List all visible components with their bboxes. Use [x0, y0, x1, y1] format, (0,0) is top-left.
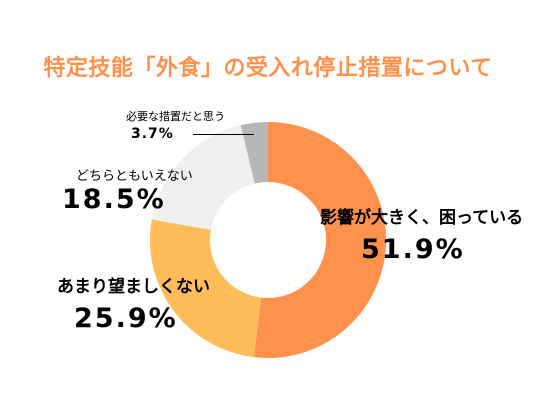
leader-line-necessary — [193, 134, 254, 135]
slice-neutral — [151, 125, 255, 230]
slice-value-not-desirable: 25.9% — [74, 303, 178, 334]
slice-label-not-desirable: あまり望ましくない — [57, 277, 210, 297]
slice-not-desirable — [150, 219, 262, 358]
chart-title: 特定技能「外食」の受入れ停止措置について — [43, 56, 493, 81]
slice-label-neutral: どちらともいえない — [76, 169, 193, 184]
slice-label-significant-impact: 影響が大きく、困っている — [320, 208, 524, 228]
slice-value-necessary: 3.7% — [131, 126, 174, 142]
slice-value-neutral: 18.5% — [62, 184, 166, 215]
slice-necessary — [240, 122, 268, 184]
slice-label-necessary: 必要な措置だと思う — [126, 110, 225, 123]
slice-value-significant-impact: 51.9% — [361, 234, 465, 265]
slice-significant-impact — [253, 122, 386, 358]
